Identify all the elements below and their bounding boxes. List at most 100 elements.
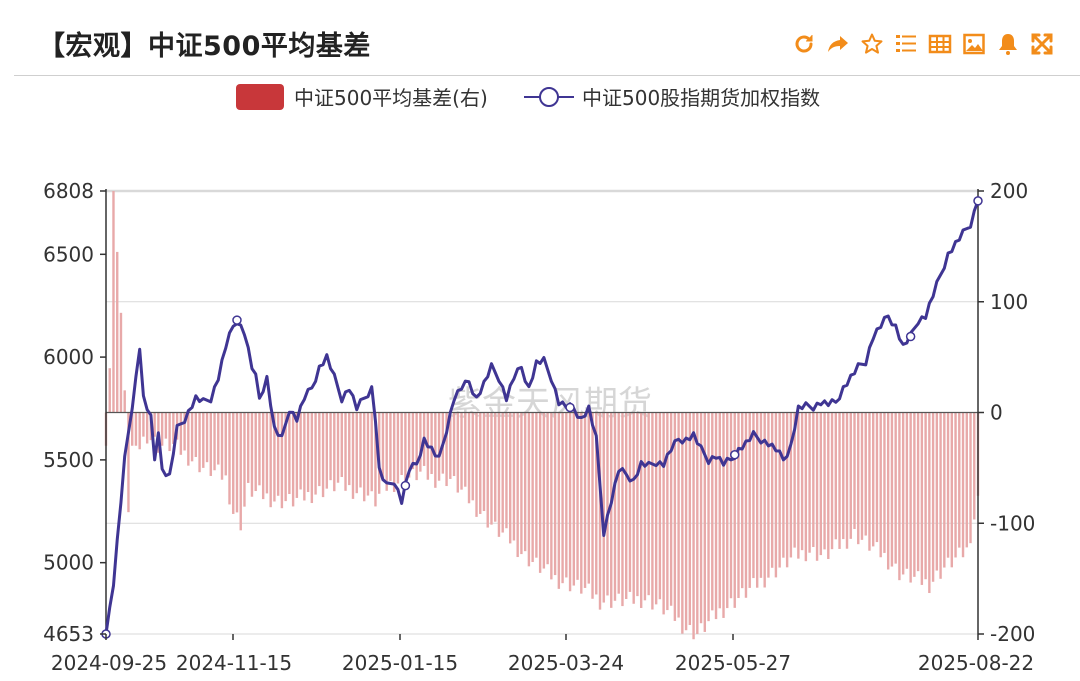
basis-bar bbox=[179, 412, 183, 455]
basis-bar bbox=[142, 412, 145, 437]
basis-bar bbox=[789, 412, 793, 558]
basis-bar bbox=[744, 412, 748, 598]
basis-bar bbox=[160, 412, 164, 446]
basis-bar bbox=[681, 412, 684, 634]
basis-bar bbox=[505, 412, 508, 529]
basis-bar bbox=[396, 412, 400, 484]
basis-bar bbox=[490, 412, 493, 525]
basis-bar bbox=[497, 412, 501, 537]
basis-bar bbox=[901, 412, 905, 575]
basis-bar bbox=[632, 412, 635, 604]
basis-bar bbox=[254, 412, 257, 492]
favorite-button[interactable] bbox=[858, 30, 886, 58]
basis-bar bbox=[306, 412, 310, 493]
basis-bar bbox=[823, 412, 826, 550]
basis-bar bbox=[276, 412, 280, 496]
basis-bar bbox=[610, 412, 613, 608]
basis-bar bbox=[621, 412, 624, 607]
basis-bar bbox=[973, 412, 976, 520]
basis-bar bbox=[202, 412, 205, 468]
refresh-icon bbox=[795, 35, 813, 53]
basis-bar bbox=[363, 412, 366, 502]
basis-bar bbox=[778, 412, 781, 568]
basis-bar bbox=[134, 412, 138, 446]
index-marker bbox=[973, 196, 983, 206]
basis-bar bbox=[381, 412, 385, 482]
basis-bar bbox=[711, 412, 714, 611]
basis-bar bbox=[265, 412, 269, 494]
basis-bar bbox=[602, 412, 605, 603]
basis-bar bbox=[872, 412, 875, 547]
basis-bar bbox=[793, 412, 796, 548]
right-tick-label: -200 bbox=[990, 622, 1035, 646]
basis-bar bbox=[946, 412, 950, 558]
refresh-button[interactable] bbox=[790, 30, 818, 58]
basis-bar bbox=[965, 412, 968, 548]
alert-button[interactable] bbox=[994, 30, 1022, 58]
basis-bar bbox=[127, 412, 130, 513]
basis-bar bbox=[516, 412, 519, 558]
save-image-button[interactable] bbox=[960, 30, 988, 58]
basis-bar bbox=[898, 412, 901, 581]
basis-bar bbox=[235, 412, 239, 513]
basis-bar bbox=[220, 412, 224, 480]
basis-bar bbox=[613, 412, 617, 601]
basis-bar bbox=[247, 412, 250, 483]
basis-bar bbox=[583, 412, 587, 588]
basis-bar bbox=[924, 412, 927, 580]
basis-bar bbox=[224, 412, 227, 476]
left-tick-label: 4653 bbox=[43, 622, 94, 646]
x-tick-label: 2025-01-15 bbox=[342, 651, 458, 675]
basis-bar bbox=[860, 412, 864, 540]
legend-item-index[interactable]: 中证500股指期货加权指数 bbox=[524, 82, 820, 111]
basis-bar bbox=[430, 412, 433, 475]
basis-bar bbox=[606, 412, 609, 596]
basis-bar bbox=[894, 412, 897, 564]
basis-bar bbox=[755, 412, 759, 588]
list-icon bbox=[896, 35, 916, 52]
basis-bar bbox=[295, 412, 299, 498]
basis-bar bbox=[434, 412, 437, 488]
basis-bar bbox=[808, 412, 811, 553]
basis-bar bbox=[261, 412, 265, 500]
basis-bar bbox=[961, 412, 965, 558]
share-button[interactable] bbox=[824, 30, 852, 58]
basis-bar bbox=[628, 412, 632, 592]
basis-bar bbox=[437, 412, 441, 481]
basis-bar bbox=[355, 412, 358, 494]
basis-bar bbox=[565, 412, 568, 578]
basis-bar bbox=[845, 412, 849, 549]
right-tick-label: 200 bbox=[990, 179, 1028, 203]
basis-bar bbox=[669, 412, 673, 606]
basis-bar bbox=[243, 412, 246, 507]
basis-bar bbox=[879, 412, 882, 558]
basis-bar bbox=[291, 412, 295, 507]
list-button[interactable] bbox=[892, 30, 920, 58]
basis-bar bbox=[797, 412, 800, 559]
basis-bar bbox=[452, 412, 456, 477]
basis-bar bbox=[857, 412, 860, 545]
chart-toolbar bbox=[790, 30, 1056, 58]
basis-bar bbox=[531, 412, 534, 563]
basis-bar bbox=[726, 412, 729, 609]
basis-bar bbox=[145, 412, 149, 444]
right-tick-label: 100 bbox=[990, 290, 1028, 314]
basis-bar bbox=[187, 412, 190, 466]
basis-bar bbox=[587, 412, 590, 584]
basis-bar bbox=[411, 412, 415, 470]
basis-bar bbox=[647, 412, 650, 596]
table-button[interactable] bbox=[926, 30, 954, 58]
legend-item-basis[interactable]: 中证500平均基差(右) bbox=[236, 82, 488, 111]
basis-bar bbox=[213, 412, 216, 471]
basis-bar bbox=[666, 412, 669, 611]
basis-bar bbox=[325, 412, 329, 489]
basis-bar bbox=[950, 412, 953, 568]
basis-bar bbox=[890, 412, 894, 567]
basis-bar bbox=[864, 412, 867, 536]
basis-bar bbox=[183, 412, 186, 451]
fullscreen-button[interactable] bbox=[1028, 30, 1056, 58]
basis-bar bbox=[699, 412, 703, 624]
basis-bar bbox=[909, 412, 912, 583]
basis-bar bbox=[692, 412, 695, 640]
